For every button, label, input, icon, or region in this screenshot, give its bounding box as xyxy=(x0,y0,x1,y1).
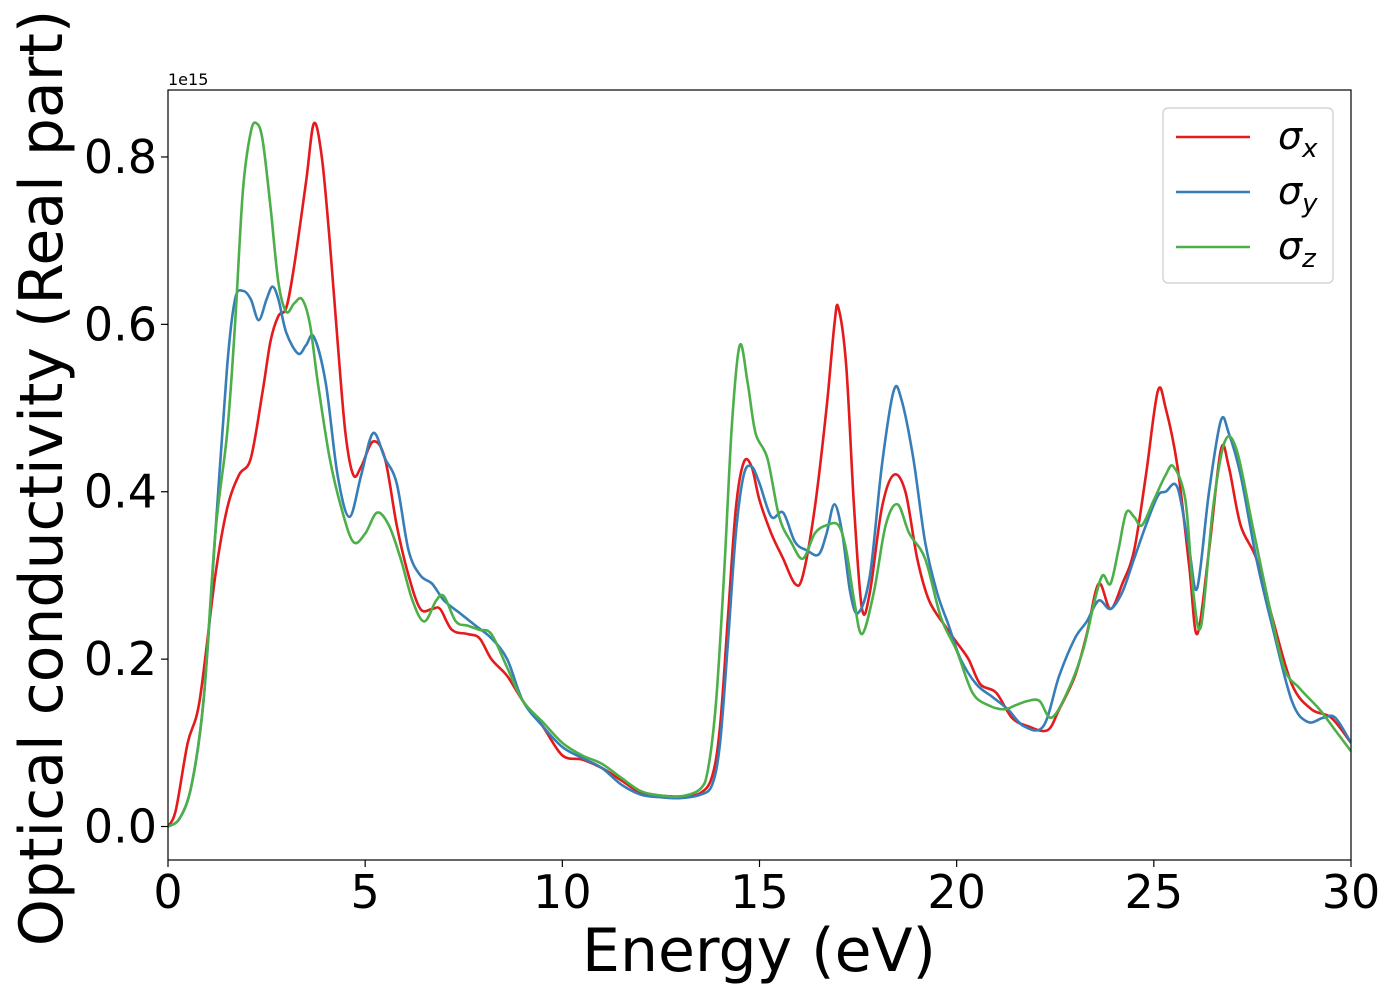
x-tick-label: 0 xyxy=(153,865,182,919)
y-tick-label: 0.6 xyxy=(84,297,157,351)
y-offset-label: 1e15 xyxy=(168,70,208,89)
y-axis: 0.0 0.2 0.4 0.6 0.8 xyxy=(84,130,168,854)
series-line-x xyxy=(168,121,1351,828)
legend-box xyxy=(1162,107,1334,284)
x-tick-label: 5 xyxy=(351,865,380,919)
y-tick-label: 0.8 xyxy=(84,130,157,184)
x-tick-label: 20 xyxy=(927,865,986,919)
series-group xyxy=(168,121,1351,828)
y-tick-label: 0.0 xyxy=(84,800,157,854)
legend-label-x: σx xyxy=(1278,114,1318,164)
y-axis-title: Optical conductivity (Real part) xyxy=(7,10,77,947)
x-axis: 0 5 10 15 20 25 30 xyxy=(153,860,1380,919)
x-axis-title: Energy (eV) xyxy=(582,916,936,986)
series-line-y xyxy=(168,285,1351,828)
y-tick-label: 0.4 xyxy=(84,465,157,519)
x-tick-label: 30 xyxy=(1322,865,1381,919)
y-tick-label: 0.2 xyxy=(84,632,157,686)
x-tick-label: 15 xyxy=(730,865,789,919)
series-line-z xyxy=(168,121,1351,828)
x-tick-label: 25 xyxy=(1125,865,1184,919)
legend-label-y: σy xyxy=(1278,169,1318,219)
x-tick-label: 10 xyxy=(533,865,592,919)
